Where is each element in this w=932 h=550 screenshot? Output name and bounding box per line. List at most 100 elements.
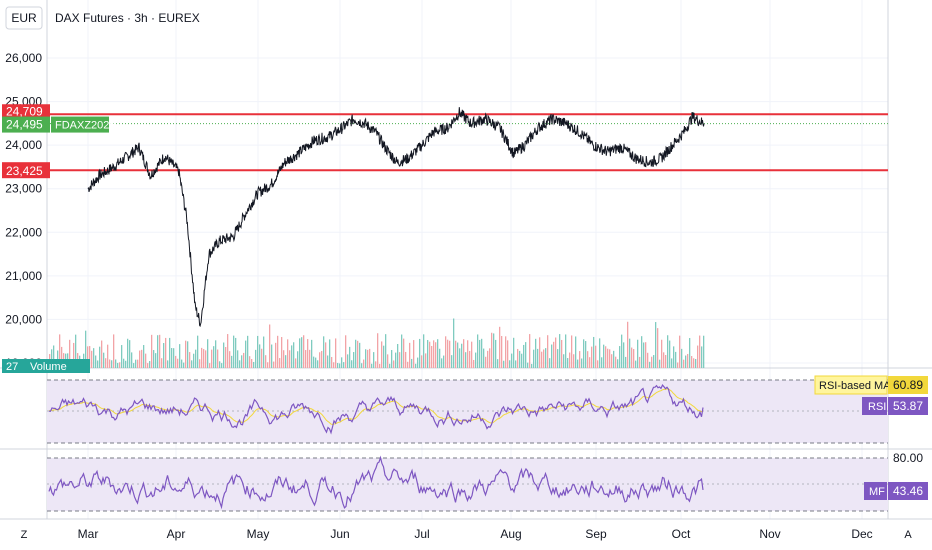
volume-bar [597,360,599,368]
volume-bar [197,335,199,368]
volume-bar [473,359,475,368]
volume-bar [361,363,363,368]
volume-bar [555,337,557,368]
volume-bar [569,352,571,368]
volume-bar [647,352,649,368]
time-tick-label: Nov [759,527,780,541]
volume-bar [657,328,659,368]
volume-bar [123,358,125,368]
volume-bar [517,348,519,368]
volume-bar [589,357,591,368]
volume-bar [213,346,215,368]
volume-bar [271,344,273,368]
svg-text:RSI: RSI [868,401,886,413]
time-tick-label: May [247,527,270,541]
volume-bar [619,346,621,368]
time-axis[interactable]: Mar Apr May Jun Jul Aug Sep Oct Nov Dec [78,527,873,541]
volume-bar [367,349,369,368]
volume-bar [289,350,291,368]
volume-bar [285,355,287,368]
volume-bar [229,351,231,368]
auto-scale-icon[interactable]: A [904,529,912,541]
volume-bar [347,354,349,368]
volume-bar [561,339,563,368]
volume-bar [501,336,503,368]
price-series-line[interactable] [87,107,705,328]
volume-bar [457,342,459,368]
volume-bar [549,358,551,368]
upper-level-tag[interactable]: 24,709 [2,104,50,119]
volume-bar [591,346,593,368]
time-tick-label: Mar [78,527,99,541]
volume-bar [643,342,645,368]
volume-bar [221,363,223,368]
volume-bar [263,336,265,368]
rsi-ma-line[interactable] [48,388,704,426]
volume-bar [365,349,367,368]
volume-tag[interactable]: 27 Volume [2,359,90,373]
volume-bar [307,339,309,368]
mf-line[interactable] [48,455,704,510]
volume-bar [423,334,425,368]
volume-bar [125,360,127,368]
volume-bar [203,349,205,368]
volume-bars [49,318,705,368]
volume-bar [235,337,237,368]
volume-bar [687,353,689,368]
volume-bar [593,336,595,368]
volume-bar [435,342,437,368]
volume-bar [455,340,457,368]
ticker-tag[interactable]: FDAXZ2025 [51,116,116,133]
volume-bar [209,363,211,368]
volume-bar [515,360,517,368]
volume-bar [183,362,185,368]
time-tick-label: Aug [500,527,521,541]
volume-bar [661,339,663,368]
volume-bar [437,339,439,368]
volume-bar [421,355,423,368]
volume-bar [581,358,583,368]
volume-bar [137,359,139,368]
volume-bar [91,350,93,368]
volume-bar [537,348,539,368]
timezone-icon[interactable]: Z [21,529,28,541]
volume-bar [427,340,429,368]
symbol-title[interactable]: DAX Futures · 3h · EUREX [55,11,200,25]
volume-bar [499,326,501,368]
volume-bar [585,341,587,368]
volume-bar [559,334,561,368]
volume-bar [467,340,469,368]
lower-level-tag[interactable]: 23,425 [2,162,50,179]
volume-bar [399,352,401,368]
volume-bar [617,359,619,368]
volume-bar [607,348,609,368]
price-tick-label: 26,000 [5,51,42,65]
rsi-line[interactable] [48,384,704,435]
currency-box[interactable] [5,6,43,30]
svg-text:Volume: Volume [30,361,67,373]
current-price-tag[interactable]: 24,495 [2,116,50,133]
volume-bar [677,362,679,368]
volume-bar [629,338,631,368]
volume-bar [359,342,361,368]
mf-tag[interactable]: MF 43.46 [864,482,928,500]
volume-bar [153,350,155,368]
volume-bar [475,352,477,368]
volume-bar [217,349,219,368]
volume-bar [231,355,233,368]
volume-bar [539,337,541,368]
volume-bar [265,355,267,368]
volume-bar [195,349,197,368]
volume-bar [297,351,299,368]
volume-bar [417,357,419,368]
volume-bar [273,361,275,368]
volume-bar [495,339,497,368]
rsi-ma-tag[interactable]: RSI-based MA 60.89 [814,375,928,395]
volume-bar [269,324,271,368]
volume-bar [651,356,653,368]
volume-bar [397,343,399,368]
rsi-tag[interactable]: RSI 53.87 [862,397,928,415]
volume-bar [275,342,277,368]
volume-bar [621,334,623,368]
